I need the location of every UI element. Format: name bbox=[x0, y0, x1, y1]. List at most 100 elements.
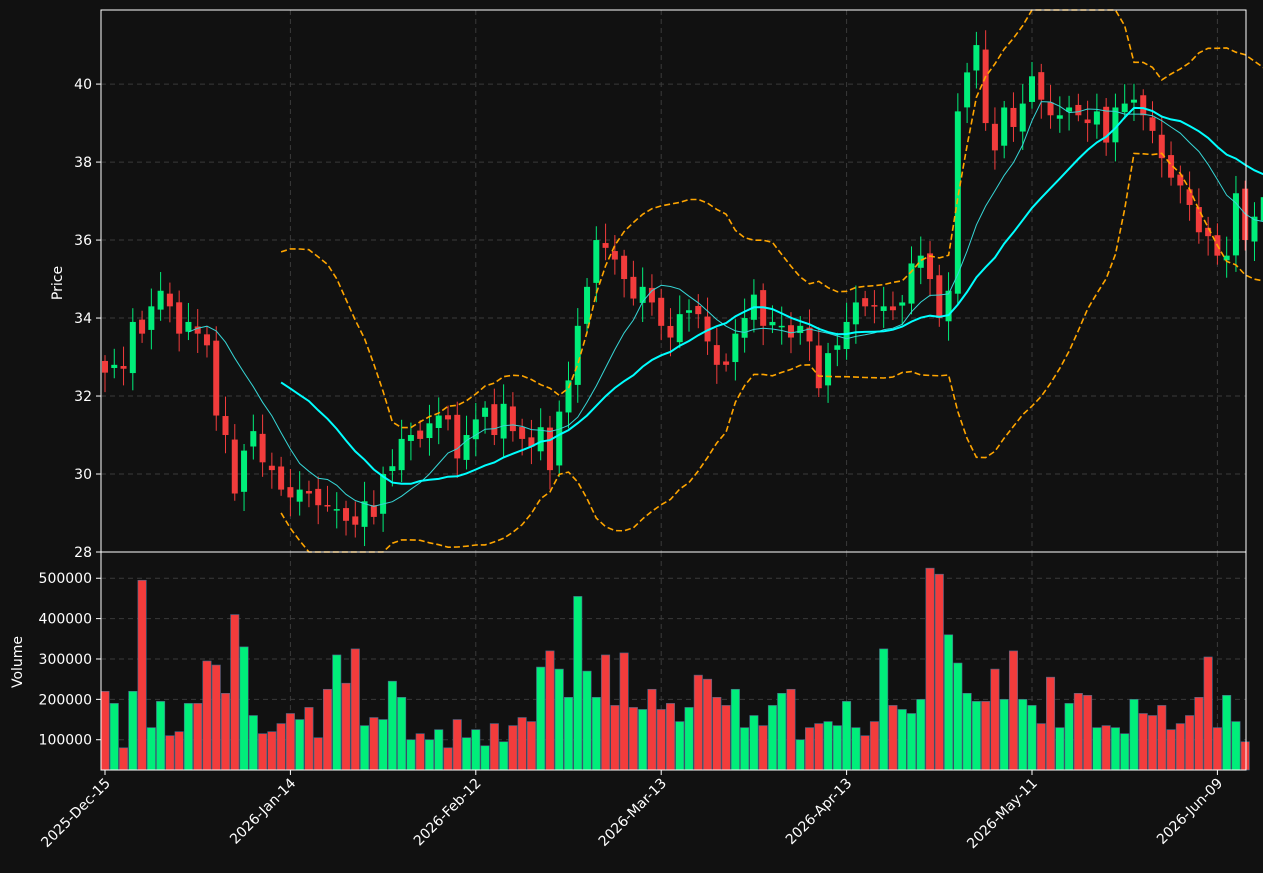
candle-body bbox=[157, 290, 164, 310]
candle-body bbox=[908, 263, 915, 304]
volume-bar bbox=[499, 741, 509, 771]
volume-bar bbox=[1240, 741, 1250, 771]
candle-body bbox=[333, 509, 340, 511]
candle-body bbox=[148, 306, 155, 330]
candle-body bbox=[806, 327, 813, 342]
volume-bar bbox=[480, 745, 490, 771]
candle-body bbox=[426, 423, 433, 439]
candle-body bbox=[1121, 103, 1128, 113]
candle-body bbox=[704, 316, 711, 342]
volume-bar bbox=[971, 701, 981, 771]
volume-bar bbox=[805, 727, 815, 771]
candle-body bbox=[1075, 104, 1082, 116]
candle-body bbox=[268, 465, 275, 471]
candle-body bbox=[611, 251, 618, 260]
candle-body bbox=[1112, 107, 1119, 143]
volume-bar bbox=[563, 697, 573, 771]
candle-body bbox=[778, 325, 785, 328]
volume-bar bbox=[285, 713, 295, 771]
volume-bar bbox=[675, 721, 685, 771]
volume-bar bbox=[313, 737, 323, 771]
volume-bar bbox=[582, 670, 592, 771]
candle-body bbox=[389, 466, 396, 471]
candle-body bbox=[787, 325, 794, 338]
candle-body bbox=[695, 305, 702, 315]
volume-bar bbox=[703, 678, 713, 771]
volume-bar bbox=[248, 715, 258, 771]
candle-body bbox=[862, 298, 869, 307]
volume-bar bbox=[434, 729, 444, 771]
candle-body bbox=[417, 430, 424, 439]
volume-bar bbox=[369, 717, 379, 771]
candle-body bbox=[296, 489, 303, 502]
candle-body bbox=[1177, 174, 1184, 186]
volume-bar bbox=[610, 705, 620, 771]
volume-bar bbox=[795, 739, 805, 771]
volume-bar bbox=[990, 668, 1000, 771]
volume-bar bbox=[341, 682, 351, 771]
volume-bar bbox=[415, 733, 425, 771]
volume-bar bbox=[934, 573, 944, 771]
volume-bar bbox=[897, 709, 907, 771]
candle-body bbox=[222, 416, 229, 436]
candle-body bbox=[1103, 106, 1110, 143]
candle-body bbox=[880, 306, 887, 311]
candle-body bbox=[667, 325, 674, 338]
volume-bar bbox=[1194, 697, 1204, 771]
volume-bar bbox=[1110, 727, 1120, 771]
candle-body bbox=[1223, 255, 1230, 261]
volume-bar bbox=[1138, 713, 1148, 771]
candle-body bbox=[574, 325, 581, 385]
volume-bar bbox=[767, 705, 777, 771]
volume-bar bbox=[1046, 676, 1056, 771]
volume-bar bbox=[276, 723, 286, 771]
volume-bar bbox=[109, 703, 119, 771]
candle-body bbox=[1047, 102, 1054, 116]
candle-body bbox=[1038, 72, 1045, 100]
volume-bar bbox=[1008, 650, 1018, 771]
volume-bar bbox=[350, 648, 360, 771]
volume-bar bbox=[712, 697, 722, 771]
volume-bar bbox=[230, 614, 240, 771]
candle-body bbox=[1251, 216, 1258, 242]
volume-bar bbox=[1083, 695, 1093, 771]
volume-bar bbox=[174, 731, 184, 771]
volume-bar bbox=[1157, 705, 1167, 771]
candle-body bbox=[945, 290, 952, 322]
volume-bar bbox=[554, 668, 564, 771]
volume-tick-label: 300000 bbox=[39, 652, 92, 668]
volume-bar bbox=[981, 701, 991, 771]
candle-body bbox=[213, 340, 220, 416]
volume-bar bbox=[489, 723, 499, 771]
candle-body bbox=[1001, 107, 1008, 146]
volume-bar bbox=[601, 654, 611, 771]
candle-body bbox=[241, 450, 248, 492]
candle-body bbox=[991, 123, 998, 151]
volume-bar bbox=[916, 699, 926, 771]
candle-body bbox=[1084, 119, 1091, 124]
volume-bar bbox=[656, 709, 666, 771]
candle-body bbox=[825, 353, 832, 386]
volume-bar bbox=[1101, 725, 1111, 771]
volume-bar bbox=[693, 674, 703, 771]
volume-bar bbox=[647, 688, 657, 771]
candle-body bbox=[398, 438, 405, 471]
candle-body bbox=[1066, 107, 1073, 112]
candle-body bbox=[1140, 95, 1147, 116]
candle-body bbox=[259, 433, 266, 463]
candle-body bbox=[407, 435, 414, 441]
volume-bar bbox=[1064, 703, 1074, 771]
price-tick-label: 28 bbox=[74, 545, 92, 561]
volume-bar bbox=[906, 713, 916, 771]
volume-bar bbox=[165, 735, 175, 771]
sma-long-line bbox=[280, 106, 1263, 485]
candle-body bbox=[482, 407, 489, 417]
candle-body bbox=[111, 364, 118, 368]
volume-tick-label: 500000 bbox=[39, 571, 92, 587]
candle-body bbox=[1260, 197, 1263, 221]
volume-bar bbox=[999, 699, 1009, 771]
candle-body bbox=[639, 286, 646, 303]
candle-body bbox=[741, 318, 748, 338]
candle-body bbox=[1232, 193, 1239, 256]
candle-body bbox=[1056, 115, 1063, 119]
